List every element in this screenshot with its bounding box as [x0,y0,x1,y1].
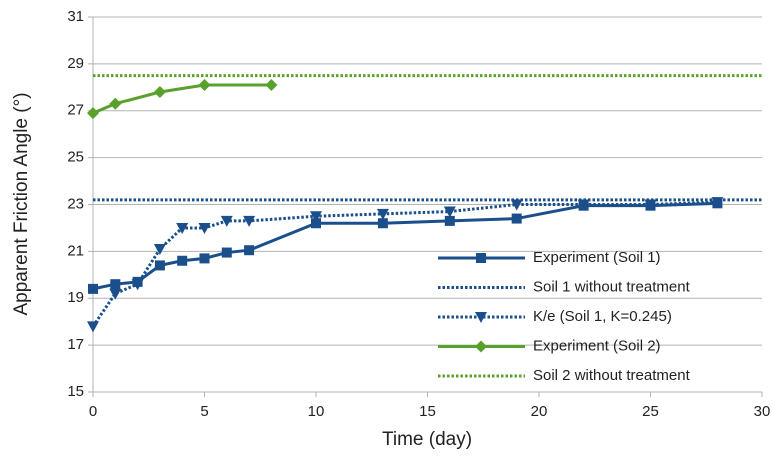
marker [153,86,166,98]
marker [510,199,523,211]
legend-label: Experiment (Soil 2) [533,337,661,354]
marker [109,288,122,300]
marker [131,279,144,291]
y-tick-label: 15 [67,383,84,400]
marker [220,215,233,227]
y-tick-label: 19 [67,289,84,306]
marker [243,215,256,227]
x-tick-label: 30 [754,403,771,420]
legend-label: Experiment (Soil 1) [533,249,661,266]
y-tick-label: 27 [67,102,84,119]
y-tick-label: 25 [67,149,84,166]
marker [177,255,188,266]
marker [109,97,122,110]
x-axis-title: Time (day) [382,429,472,450]
legend-label: Soil 1 without treatment [533,278,691,295]
marker [110,279,121,290]
y-tick-label: 31 [67,8,84,25]
marker [176,222,189,234]
marker [199,253,210,264]
marker [644,199,657,211]
y-tick-label: 29 [67,55,84,72]
marker [198,222,211,234]
marker [244,245,255,256]
marker [577,199,590,211]
x-tick-label: 0 [89,403,97,420]
marker [310,211,322,223]
marker [153,244,166,256]
marker [711,197,724,209]
x-tick-label: 10 [308,403,325,420]
legend-marker [475,312,487,323]
marker [377,218,388,229]
marker [376,208,389,220]
marker [198,78,211,91]
y-tick-label: 21 [67,242,84,259]
y-tick-label: 17 [67,336,84,353]
x-tick-label: 15 [419,403,436,420]
legend-marker [475,340,487,353]
x-tick-label: 20 [531,403,548,420]
marker [87,321,99,333]
marker [265,78,278,91]
marker [87,107,99,120]
series-line [92,201,718,291]
marker [511,213,522,224]
marker [443,206,456,218]
legend-label: K/e (Soil 1, K=0.245) [533,308,672,325]
x-tick-label: 5 [200,403,208,420]
legend-marker [476,253,486,263]
marker [311,218,321,229]
legend-label: Soil 2 without treatment [533,367,691,384]
marker [154,260,165,271]
y-axis-title: Apparent Friction Angle (°) [11,92,32,315]
marker [88,283,98,294]
y-tick-label: 23 [67,195,84,212]
x-tick-label: 25 [642,403,659,420]
series-line [92,83,272,115]
marker [444,215,455,226]
marker [221,247,232,258]
